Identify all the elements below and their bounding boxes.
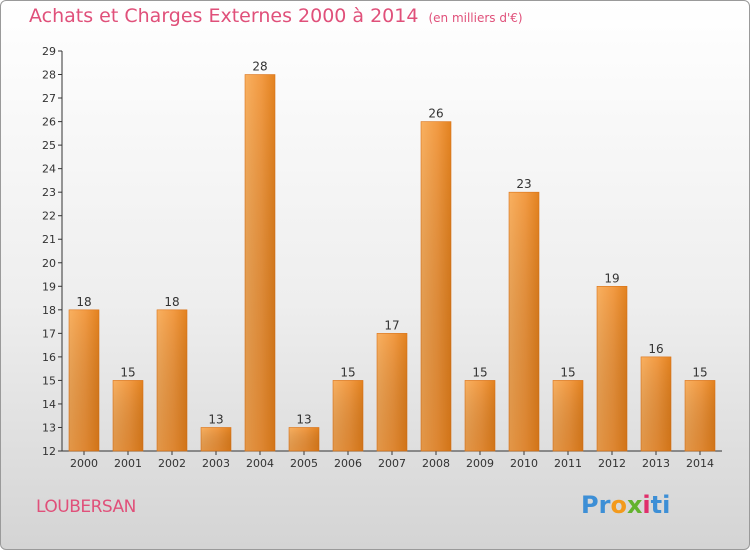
y-tick-label: 15 — [42, 374, 56, 387]
commune-name: LOUBERSAN — [36, 497, 136, 517]
logo-part-5: ti — [650, 491, 671, 519]
bar-shade-2014 — [685, 380, 715, 451]
bar-shade-2010 — [509, 192, 539, 452]
bar-shade-2006 — [333, 380, 363, 451]
x-tick-label-2009: 2009 — [466, 457, 494, 470]
y-tick-label: 27 — [42, 92, 56, 105]
value-label-2008: 26 — [428, 107, 443, 121]
logo-part-3: x — [626, 491, 643, 519]
chart-labels: 18 15 18 13 28 13 15 17 26 15 23 15 19 16 15 — [76, 60, 707, 427]
bar-shade-2011 — [553, 380, 583, 451]
x-tick-label-2014: 2014 — [686, 457, 714, 470]
x-tick-label-2003: 2003 — [202, 457, 230, 470]
value-label-2002: 18 — [164, 295, 179, 309]
value-label-2011: 15 — [560, 365, 575, 379]
value-label-2014: 15 — [692, 365, 707, 379]
y-tick-label: 29 — [42, 45, 56, 58]
bar-shade-2001 — [113, 380, 143, 451]
y-tick-label: 21 — [42, 233, 56, 246]
bar-shade-2012 — [597, 286, 627, 451]
value-label-2005: 13 — [296, 412, 311, 426]
y-tick-label: 19 — [42, 280, 56, 293]
logo-part-2: o — [610, 491, 627, 519]
bar-shade-2002 — [157, 309, 187, 451]
bar-shade-2013 — [641, 356, 671, 451]
x-tick-label-2011: 2011 — [554, 457, 582, 470]
proxiti-logo[interactable]: Proxiti — [581, 491, 670, 519]
y-tick-label: 18 — [42, 304, 56, 317]
value-label-2013: 16 — [648, 342, 663, 356]
chart-title: Achats et Charges Externes 2000 à 2014 (e… — [29, 5, 523, 27]
value-label-2006: 15 — [340, 365, 355, 379]
bar-shade-2005 — [289, 427, 319, 451]
x-tick-label-2010: 2010 — [510, 457, 538, 470]
value-label-2003: 13 — [208, 412, 223, 426]
bar-shade-2003 — [201, 427, 231, 451]
bar-shade-2007 — [377, 333, 407, 451]
x-tick-label-2008: 2008 — [422, 457, 450, 470]
logo-part-4: i — [642, 491, 651, 519]
value-label-2001: 15 — [120, 365, 135, 379]
y-tick-label: 13 — [42, 421, 56, 434]
x-tick-label-2007: 2007 — [378, 457, 406, 470]
value-label-2007: 17 — [384, 318, 399, 332]
y-tick-label: 20 — [42, 257, 56, 270]
chart-bars — [68, 74, 716, 452]
x-tick-label-2005: 2005 — [290, 457, 318, 470]
y-tick-label: 28 — [42, 69, 56, 82]
value-label-2009: 15 — [472, 365, 487, 379]
x-tick-label-2013: 2013 — [642, 457, 670, 470]
y-tick-label: 12 — [42, 445, 56, 458]
x-tick-label-2000: 2000 — [70, 457, 98, 470]
bar-shade-2000 — [69, 309, 99, 451]
y-tick-label: 14 — [42, 398, 56, 411]
y-tick-label: 23 — [42, 186, 56, 199]
bar-shade-2008 — [421, 121, 451, 452]
x-tick-label-2001: 2001 — [114, 457, 142, 470]
x-tick-label-2004: 2004 — [246, 457, 274, 470]
value-label-2004: 28 — [252, 60, 267, 74]
value-label-2012: 19 — [604, 271, 619, 285]
x-tick-label-2002: 2002 — [158, 457, 186, 470]
y-tick-label: 16 — [42, 351, 56, 364]
y-tick-label: 25 — [42, 139, 56, 152]
y-tick-label: 26 — [42, 116, 56, 129]
value-label-2000: 18 — [76, 295, 91, 309]
bar-shade-2009 — [465, 380, 495, 451]
y-tick-label: 22 — [42, 210, 56, 223]
logo-part-1: Pr — [581, 491, 611, 519]
y-tick-label: 17 — [42, 327, 56, 340]
chart-unit: (en milliers d'€) — [428, 11, 523, 25]
x-tick-label-2006: 2006 — [334, 457, 362, 470]
y-tick-label: 24 — [42, 163, 56, 176]
bar-shade-2004 — [245, 74, 275, 451]
chart-title-text: Achats et Charges Externes 2000 à 2014 — [29, 5, 419, 27]
value-label-2010: 23 — [516, 177, 531, 191]
x-tick-label-2012: 2012 — [598, 457, 626, 470]
